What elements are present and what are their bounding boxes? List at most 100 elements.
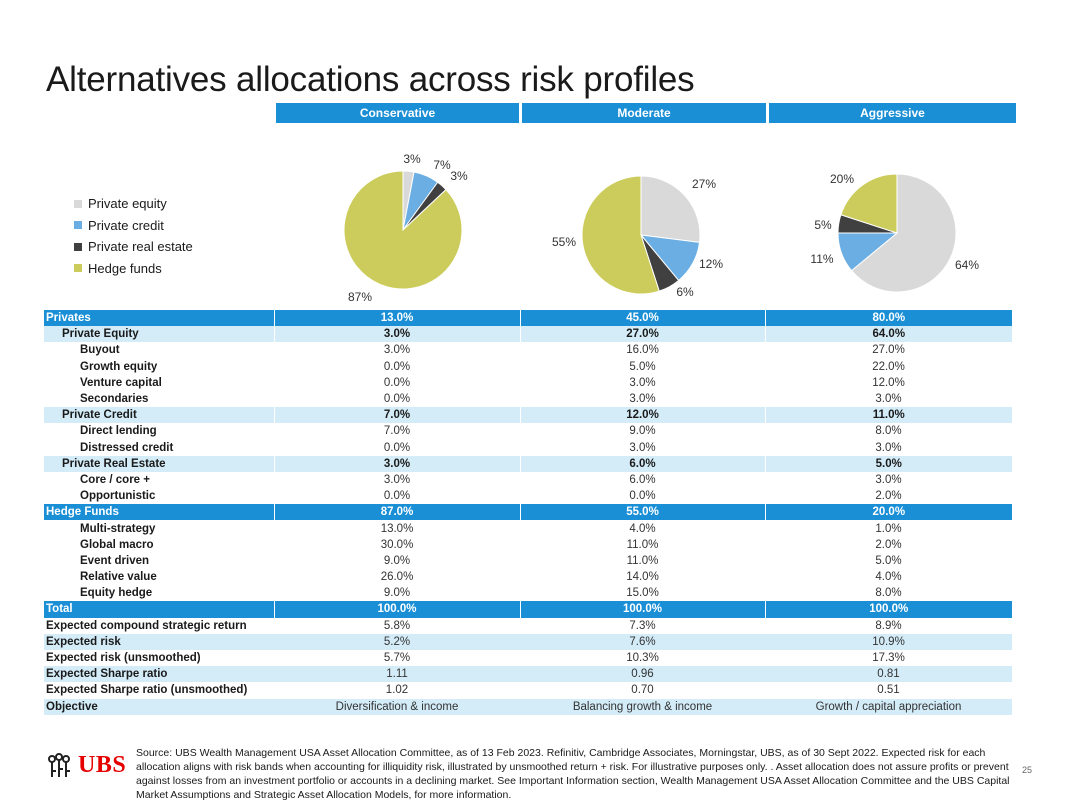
table-row: Private Real Estate 3.0% 6.0% 5.0%: [44, 455, 1012, 472]
cell-conservative: 1.11: [274, 666, 520, 683]
row-label: Privates: [44, 310, 274, 327]
row-label: Expected Sharpe ratio: [44, 666, 274, 683]
cell-aggressive: 11.0%: [764, 407, 1012, 424]
pie-label-moderate-private-credit: 12%: [699, 257, 723, 271]
table-row: Opportunistic 0.0% 0.0% 2.0%: [44, 488, 1012, 504]
legend-swatch: [74, 242, 82, 251]
row-label: Total: [44, 601, 274, 618]
table-row: Secondaries 0.0% 3.0% 3.0%: [44, 391, 1012, 407]
cell-aggressive: 0.51: [877, 684, 900, 697]
cell-aggressive: 2.0%: [875, 538, 902, 551]
row-label: Core / core +: [80, 473, 150, 486]
cell-moderate: 3.0%: [629, 441, 656, 454]
cell-conservative: 5.7%: [383, 652, 411, 665]
cell-aggressive: 3.0%: [875, 393, 902, 406]
table-row: Distressed credit 0.0% 3.0% 3.0%: [44, 440, 1012, 456]
cell-conservative: 9.0%: [383, 554, 411, 567]
chart-legend: Private equity Private credit Private re…: [74, 193, 193, 279]
cell-conservative: 7.0%: [383, 425, 411, 438]
legend-item-private-credit: Private credit: [74, 215, 193, 237]
page-number: 25: [1022, 765, 1033, 775]
pie-label-aggressive-private-credit: 11%: [810, 252, 833, 266]
table-row: Private Equity 3.0% 27.0% 64.0%: [44, 326, 1012, 343]
pie-slice-moderate-private-equity: [640, 175, 701, 243]
cell-conservative: 100.0%: [273, 601, 520, 618]
legend-item-private-real-estate: Private real estate: [74, 236, 193, 258]
pie-label-aggressive-private-equity: 64%: [955, 258, 979, 272]
cell-aggressive: 1.0%: [875, 522, 902, 535]
cell-aggressive: 10.9%: [765, 633, 1012, 650]
cell-conservative: 0.0%: [383, 360, 411, 373]
row-label: Relative value: [80, 571, 157, 584]
row-label: Buyout: [80, 344, 120, 357]
table-row: Event driven 9.0% 11.0% 5.0%: [44, 553, 1012, 569]
pie-label-moderate-hedge-funds: 55%: [552, 235, 576, 249]
row-label: Objective: [44, 698, 274, 715]
cell-moderate: 4.0%: [629, 522, 656, 535]
cell-aggressive: 4.0%: [875, 571, 902, 584]
ubs-logo: UBS: [44, 752, 126, 779]
cell-moderate: 5.0%: [629, 360, 656, 373]
pie-slice-conservative-hedge-funds: [343, 170, 463, 290]
cell-moderate: 0.96: [520, 666, 765, 683]
row-label: Private Real Estate: [44, 455, 274, 472]
cell-aggressive: 0.81: [765, 666, 1012, 683]
cell-conservative: 0.0%: [383, 441, 411, 454]
legend-swatch: [74, 199, 82, 208]
cell-aggressive: 100.0%: [764, 601, 1012, 618]
row-label: Venture capital: [80, 376, 162, 389]
cell-moderate: 100.0%: [519, 601, 765, 618]
cell-moderate: 55.0%: [519, 504, 765, 521]
cell-moderate: 6.0%: [519, 455, 765, 472]
row-label: Growth equity: [80, 360, 158, 373]
row-label: Private Credit: [44, 407, 274, 424]
cell-aggressive: 8.0%: [875, 587, 902, 600]
cell-aggressive: 17.3%: [872, 652, 905, 665]
cell-moderate: 3.0%: [629, 376, 656, 389]
cell-moderate: 7.3%: [629, 619, 656, 632]
cell-conservative: 30.0%: [380, 538, 414, 551]
legend-label: Hedge funds: [88, 260, 162, 276]
row-label: Distressed credit: [80, 441, 174, 454]
profile-header-conservative: Conservative: [276, 103, 519, 123]
row-label: Equity hedge: [80, 587, 153, 600]
table-row: Growth equity 0.0% 5.0% 22.0%: [44, 359, 1012, 375]
cell-moderate: 45.0%: [519, 310, 765, 327]
pie-slice-moderate-hedge-funds: [581, 175, 660, 295]
table-row: Private Credit 7.0% 12.0% 11.0%: [44, 407, 1012, 424]
table-row: Expected risk 5.2% 7.6% 10.9%: [44, 633, 1012, 650]
cell-moderate: 16.0%: [626, 344, 659, 357]
allocation-table: Privates 13.0% 45.0% 80.0% Private Equity 3.0…: [44, 310, 1012, 715]
cell-conservative: 3.0%: [383, 473, 411, 486]
cell-conservative: 3.0%: [273, 455, 520, 472]
cell-conservative: Diversification & income: [274, 698, 520, 715]
source-footnote: Source: UBS Wealth Management USA Asset …: [136, 747, 1010, 801]
ubs-keys-icon: [48, 752, 70, 777]
table-row: Direct lending 7.0% 9.0% 8.0%: [44, 423, 1012, 439]
row-label: Expected compound strategic return: [46, 619, 247, 632]
pie-label-moderate-private-real-estate: 6%: [676, 285, 694, 299]
row-label: Opportunistic: [80, 490, 156, 503]
table-row: Multi-strategy 13.0% 4.0% 1.0%: [44, 520, 1012, 536]
pie-label-conservative-private-equity: 3%: [403, 152, 421, 166]
row-label: Direct lending: [80, 425, 157, 438]
cell-conservative: 0.0%: [383, 393, 411, 406]
row-label: Multi-strategy: [80, 522, 156, 535]
pie-label-moderate-private-equity: 27%: [692, 177, 716, 191]
table-row: Expected Sharpe ratio (unsmoothed) 1.02 0.…: [44, 682, 1012, 698]
cell-aggressive: 64.0%: [764, 326, 1012, 343]
table-row: Global macro 30.0% 11.0% 2.0%: [44, 537, 1012, 553]
cell-moderate: 12.0%: [519, 407, 765, 424]
cell-aggressive: 5.0%: [875, 554, 902, 567]
cell-moderate: 9.0%: [629, 425, 656, 438]
pie-label-conservative-private-real-estate: 3%: [450, 169, 468, 183]
legend-label: Private credit: [88, 217, 164, 233]
row-label: Expected risk: [44, 633, 274, 650]
cell-conservative: 3.0%: [383, 344, 411, 357]
pie-label-aggressive-hedge-funds: 20%: [830, 172, 854, 186]
table-row: Expected risk (unsmoothed) 5.7% 10.3% 17.3%: [44, 650, 1012, 666]
cell-conservative: 26.0%: [380, 571, 414, 584]
cell-aggressive: 2.0%: [875, 490, 902, 503]
cell-aggressive: 80.0%: [764, 310, 1012, 327]
table-row: Expected Sharpe ratio 1.11 0.96 0.81: [44, 666, 1012, 683]
